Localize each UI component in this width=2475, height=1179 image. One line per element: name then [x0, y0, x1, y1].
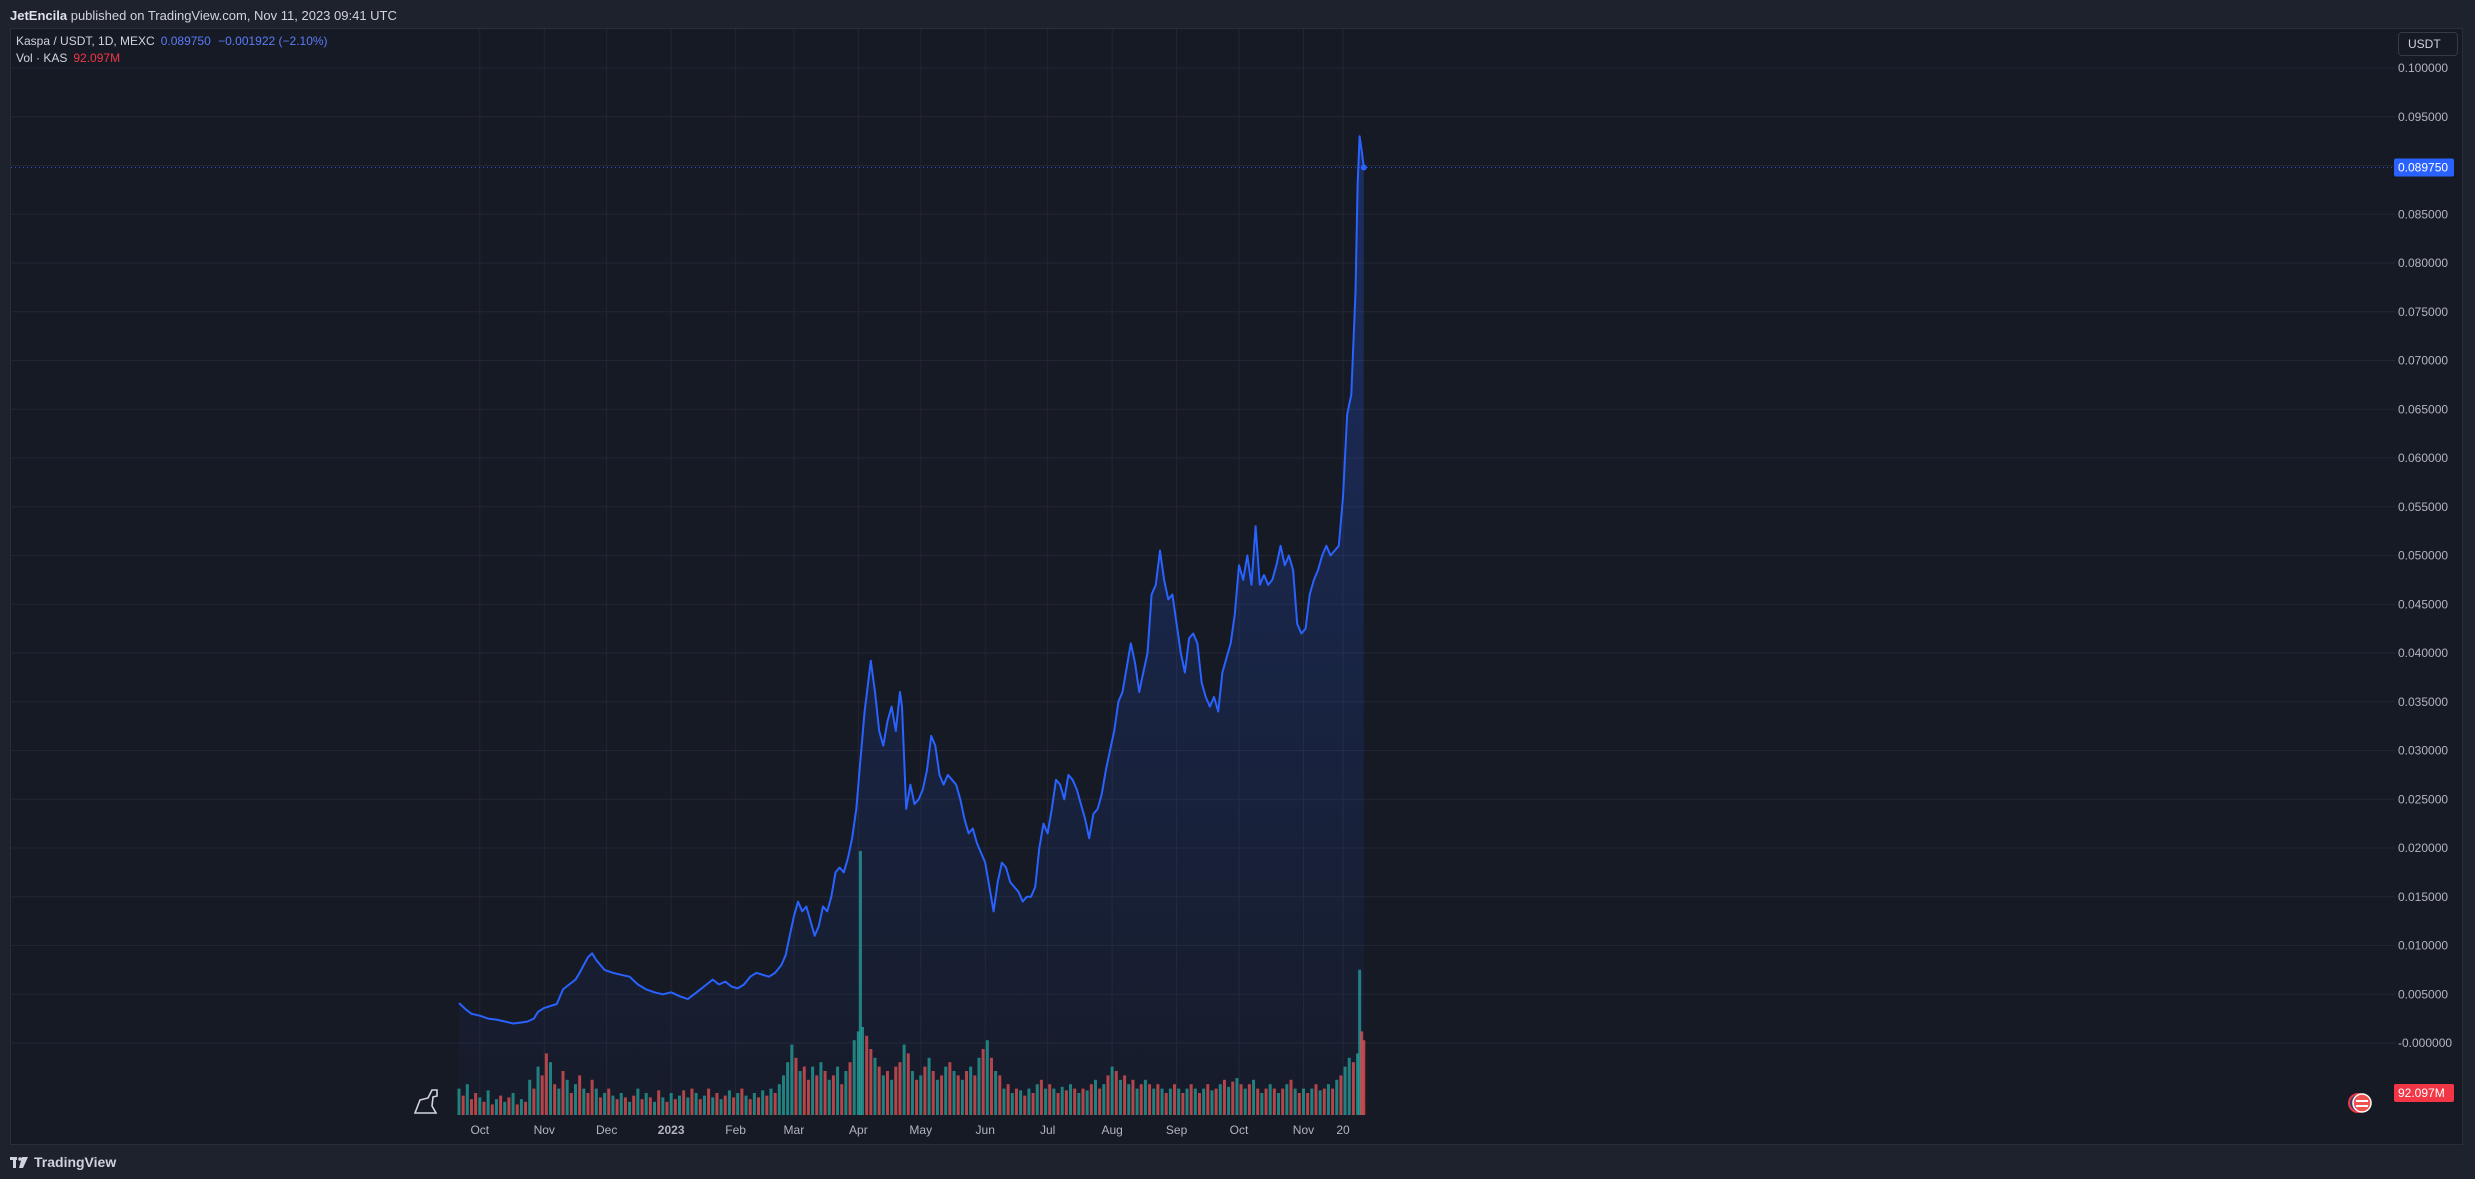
price-axis-label: 0.010000: [2398, 939, 2448, 953]
price-axis-label: 0.075000: [2398, 305, 2448, 319]
author-name[interactable]: JetEncila: [10, 8, 68, 23]
time-axis-label: Dec: [596, 1123, 617, 1137]
price-axis-label: 0.060000: [2398, 451, 2448, 465]
time-axis-label: Jul: [1040, 1123, 1055, 1137]
price-area-fill: [459, 136, 1364, 1116]
price-axis-label: 0.005000: [2398, 987, 2448, 1001]
price-axis-label: 0.050000: [2398, 549, 2448, 563]
price-axis-label: 0.020000: [2398, 841, 2448, 855]
price-axis-label: 0.100000: [2398, 61, 2448, 75]
price-axis-label: 0.065000: [2398, 402, 2448, 416]
publish-header: JetEncila published on TradingView.com, …: [0, 0, 2475, 28]
currency-button[interactable]: USDT: [2398, 32, 2458, 56]
last-price-dot: [1360, 164, 1367, 171]
volume-value: 92.097M: [73, 51, 121, 65]
volume-badge: [2394, 1084, 2454, 1102]
footer-brand[interactable]: TradingView: [34, 1154, 117, 1170]
publish-info: published on TradingView.com, Nov 11, 20…: [70, 8, 397, 23]
price-axis-label: 0.040000: [2398, 646, 2448, 660]
price-axis-label: 0.070000: [2398, 354, 2448, 368]
time-axis-label: Aug: [1101, 1123, 1122, 1137]
time-axis-label: Nov: [534, 1123, 555, 1137]
price-axis-label: 0.085000: [2398, 207, 2448, 221]
volume-badge-label: 92.097M: [2398, 1086, 2445, 1100]
time-axis-label: Apr: [849, 1123, 868, 1137]
tradingview-logo-icon: [10, 1157, 28, 1169]
dino-icon[interactable]: [413, 1089, 438, 1114]
volume-legend-row[interactable]: Vol · KAS 92.097M: [16, 50, 328, 67]
price-axis-label: 0.035000: [2398, 695, 2448, 709]
price-value: 0.089750: [160, 34, 211, 48]
price-axis-label: 0.030000: [2398, 744, 2448, 758]
time-axis-label: Feb: [725, 1123, 746, 1137]
time-axis-label: 20: [1336, 1123, 1350, 1137]
time-axis-label: Oct: [470, 1123, 489, 1137]
time-axis-label: Sep: [1166, 1123, 1188, 1137]
price-axis-label: 0.015000: [2398, 890, 2448, 904]
price-axis-label: 0.095000: [2398, 110, 2448, 124]
price-change: −0.001922 (−2.10%): [218, 34, 328, 48]
time-axis-label: Nov: [1293, 1123, 1314, 1137]
time-axis-label: May: [909, 1123, 932, 1137]
symbol-label: Kaspa / USDT, 1D, MEXC: [16, 34, 155, 48]
price-axis-label: 0.025000: [2398, 792, 2448, 806]
time-axis-label: Mar: [784, 1123, 805, 1137]
time-axis-label: Jun: [976, 1123, 995, 1137]
price-axis-label: 0.080000: [2398, 256, 2448, 270]
price-axis-label: 0.055000: [2398, 500, 2448, 514]
us-flag-icon[interactable]: [2348, 1093, 2372, 1113]
chart-legend: Kaspa / USDT, 1D, MEXC 0.089750 −0.001922…: [16, 33, 328, 67]
price-axis-label: 0.045000: [2398, 597, 2448, 611]
footer: TradingView: [0, 1145, 2475, 1179]
price-chart[interactable]: 0.1000000.0950000.0900000.0850000.080000…: [0, 0, 2475, 1145]
price-badge: [2394, 158, 2454, 177]
price-badge-label: 0.089750: [2398, 160, 2448, 174]
volume-label: Vol · KAS: [16, 51, 68, 65]
symbol-legend-row[interactable]: Kaspa / USDT, 1D, MEXC 0.089750 −0.001922…: [16, 33, 328, 50]
time-axis-label: 2023: [658, 1123, 685, 1137]
price-axis-label: -0.000000: [2398, 1036, 2452, 1050]
price-line[interactable]: [458, 135, 1365, 1025]
time-axis-label: Oct: [1230, 1123, 1249, 1137]
